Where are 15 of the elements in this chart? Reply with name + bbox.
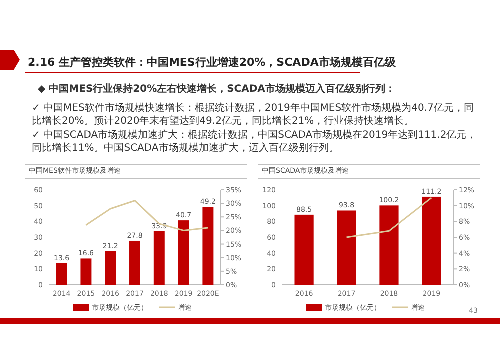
bar [422, 196, 442, 285]
bar [380, 206, 399, 285]
bar [80, 258, 92, 285]
text: 2.16 生产管控类软件：中国MES行业增速20%，SCADA市场规模百亿级 [28, 56, 397, 69]
bar [178, 220, 190, 285]
text: ◆ 中国MES行业保持20%左右快速增长，SCADA市场规模迈入百亿级别行列： [38, 83, 396, 95]
bar [130, 240, 140, 285]
bar [105, 251, 116, 285]
bar [337, 210, 356, 285]
text: ✓ 中国SCADA市场规模加速扩大：根据统计数据，中国SCADA市场规模在2019年达到111.2亿元，同比增长11%。中国SCADA市场规模加速扩大，迈入百亿级别行列。 [32, 129, 477, 154]
text: ✓ 中国MES软件市场规模快速增长：根据统计数据，2019年中国MES软件市场规模为40.7亿元，同比增长20%。预计2020年末有望达到49.2亿元，同比增长21%，行业保持快速增长。 [32, 102, 474, 127]
bar [202, 207, 214, 285]
bar [154, 231, 165, 285]
bar [294, 214, 314, 285]
bar [56, 263, 68, 285]
